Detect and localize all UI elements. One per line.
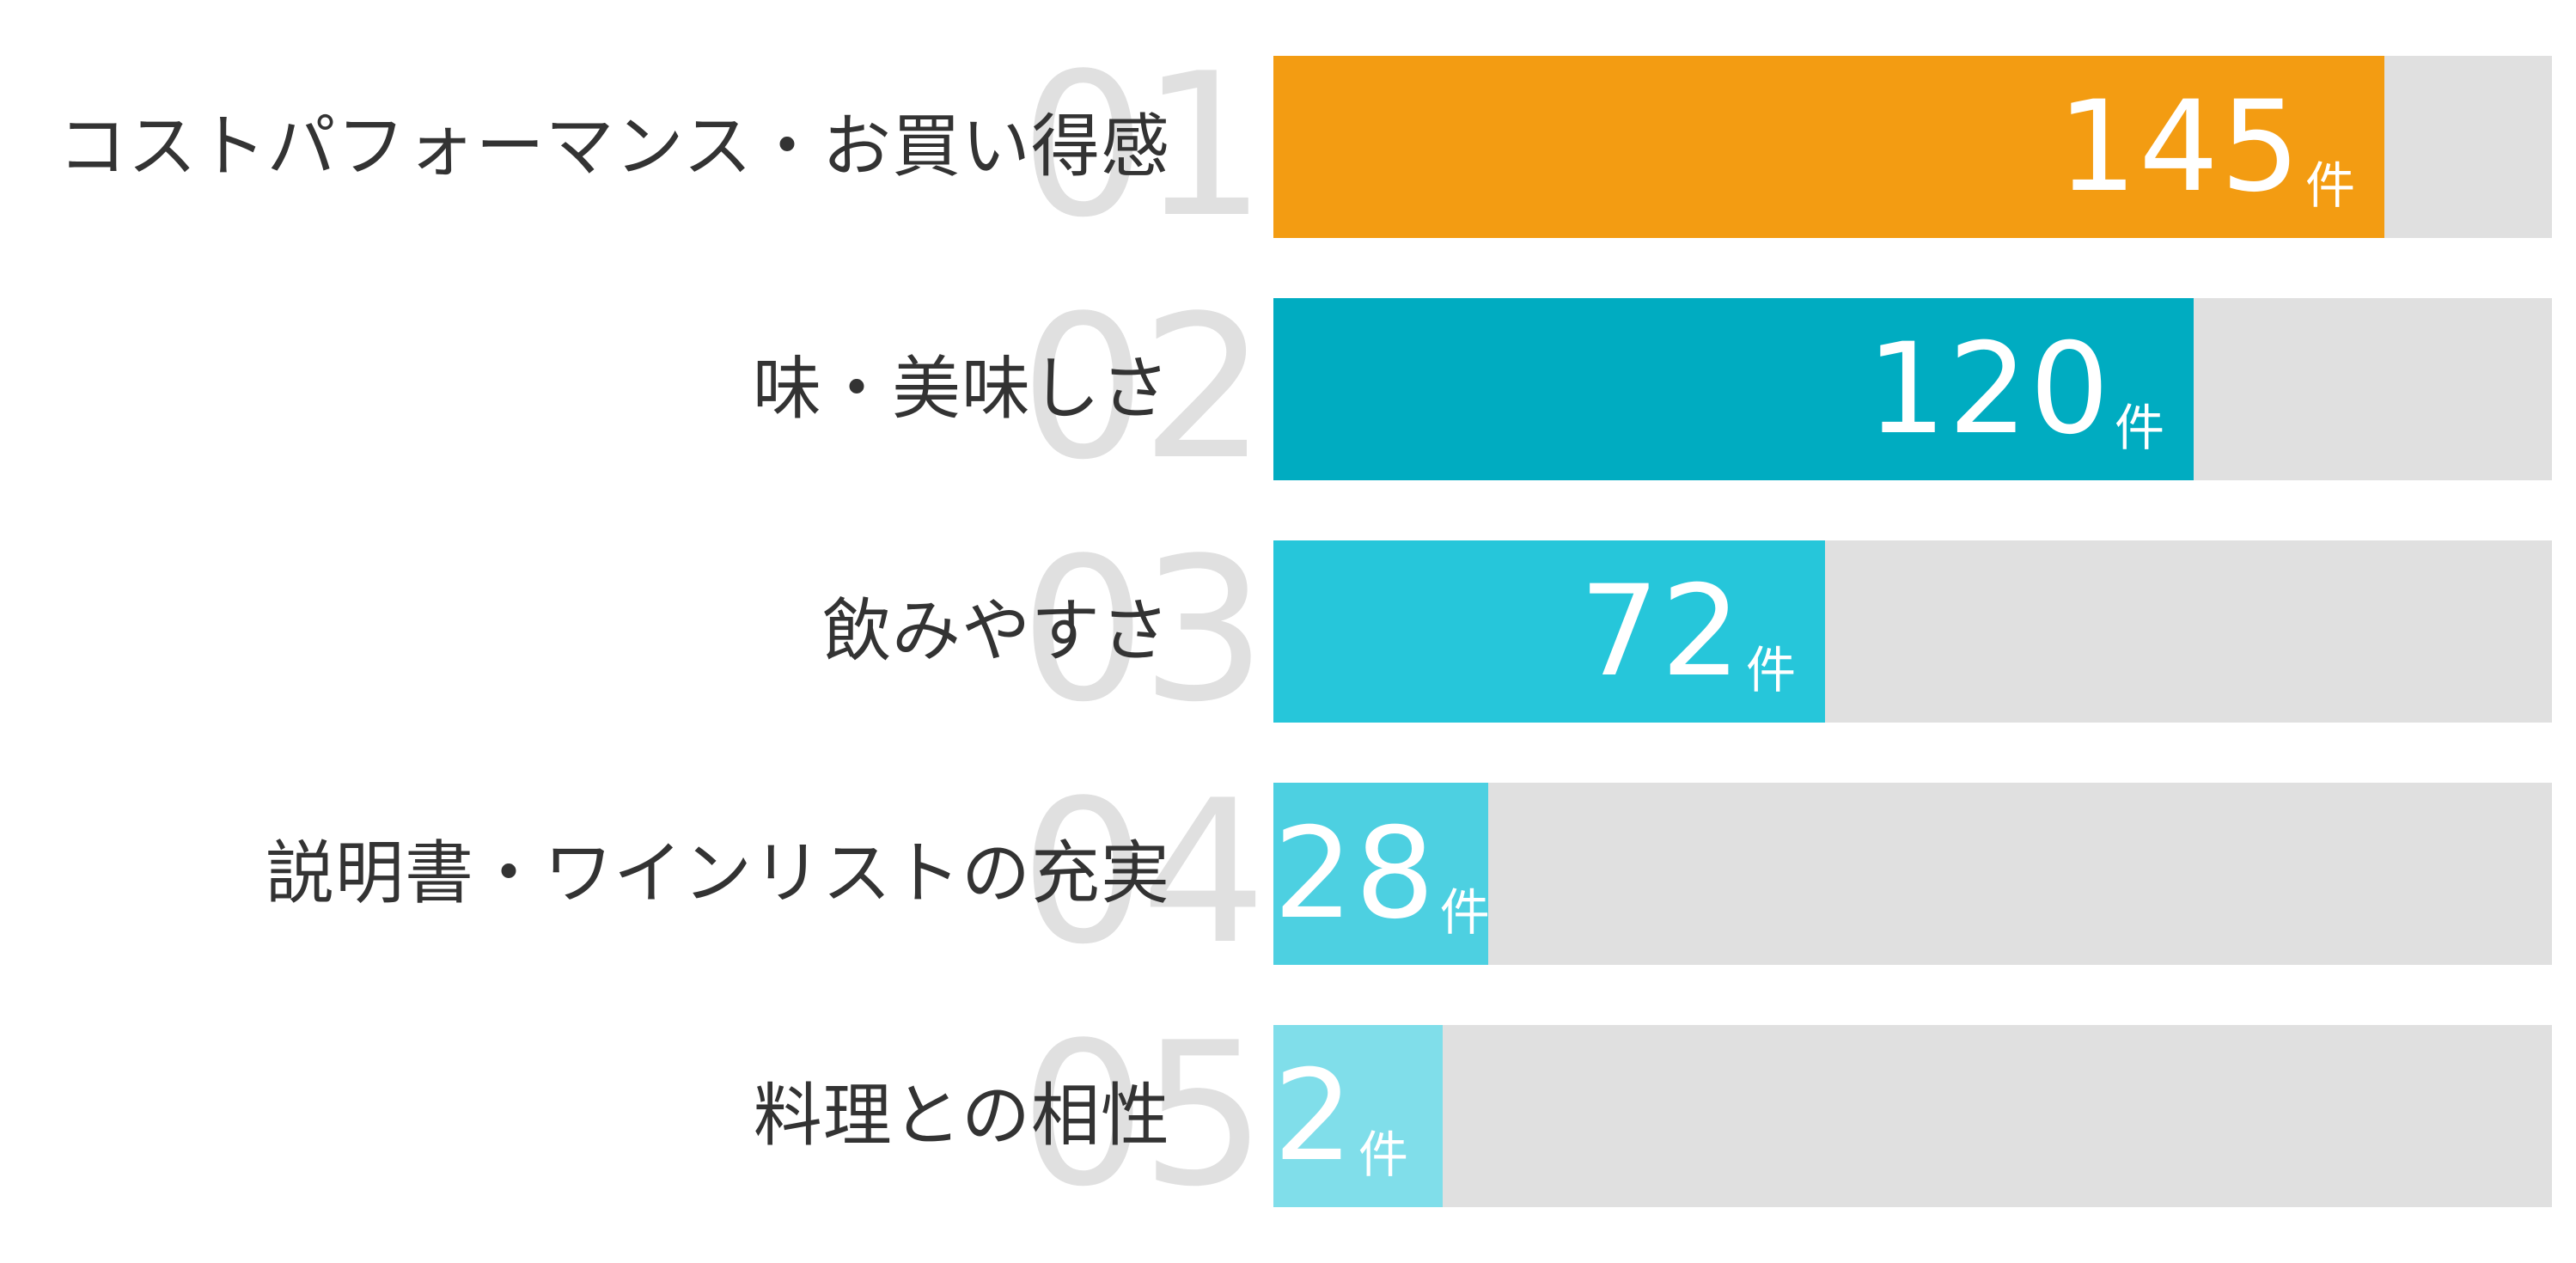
chart-row: 03 飲みやすさ 72 件 xyxy=(0,530,2576,733)
chart-row: 05 料理との相性 2 件 xyxy=(0,1015,2576,1217)
bar-track: 28 件 xyxy=(1273,783,2552,965)
bar-value: 120 件 xyxy=(1866,298,2164,480)
rank-number: 03 xyxy=(1020,516,1267,746)
bar-value: 145 件 xyxy=(2057,56,2355,238)
bar-track: 2 件 xyxy=(1273,1025,2552,1207)
bar-track: 120 件 xyxy=(1273,298,2552,480)
chart-row: 02 味・美味しさ 120 件 xyxy=(0,288,2576,491)
bar-value: 28 件 xyxy=(1273,783,1490,965)
rank-number: 02 xyxy=(1020,274,1267,503)
bar-value: 2 件 xyxy=(1273,1025,1408,1207)
value-unit: 件 xyxy=(1439,883,1490,942)
value-number: 120 xyxy=(1866,316,2111,462)
bar-fill: 72 件 xyxy=(1273,540,1825,723)
category-label: 説明書・ワインリストの充実 xyxy=(266,833,1170,913)
category-label: 味・美味しさ xyxy=(753,349,1170,429)
category-label: 飲みやすさ xyxy=(822,591,1170,671)
bar-value: 72 件 xyxy=(1579,540,1796,723)
value-unit: 件 xyxy=(1745,641,1796,699)
bar-fill: 28 件 xyxy=(1273,783,1490,965)
rank-number: 01 xyxy=(1020,32,1267,261)
chart-row: 04 説明書・ワインリストの充実 28 件 xyxy=(0,772,2576,975)
category-label: コストパフォーマンス・お買い得感 xyxy=(58,107,1170,186)
value-number: 2 xyxy=(1273,1043,1355,1189)
value-unit: 件 xyxy=(1358,1126,1408,1184)
value-number: 72 xyxy=(1579,558,1743,705)
value-number: 28 xyxy=(1273,801,1437,947)
value-unit: 件 xyxy=(2304,156,2355,215)
chart-row: 01 コストパフォーマンス・お買い得感 145 件 xyxy=(0,46,2576,248)
bar-fill: 145 件 xyxy=(1273,56,2384,238)
value-unit: 件 xyxy=(2114,399,2164,457)
bar-fill: 2 件 xyxy=(1273,1025,1443,1207)
bar-track: 72 件 xyxy=(1273,540,2552,723)
bar-fill: 120 件 xyxy=(1273,298,2194,480)
rank-number: 05 xyxy=(1020,1001,1267,1230)
bar-track: 145 件 xyxy=(1273,56,2552,238)
rank-number: 04 xyxy=(1020,759,1267,988)
value-number: 145 xyxy=(2057,74,2302,220)
category-label: 料理との相性 xyxy=(753,1076,1170,1156)
